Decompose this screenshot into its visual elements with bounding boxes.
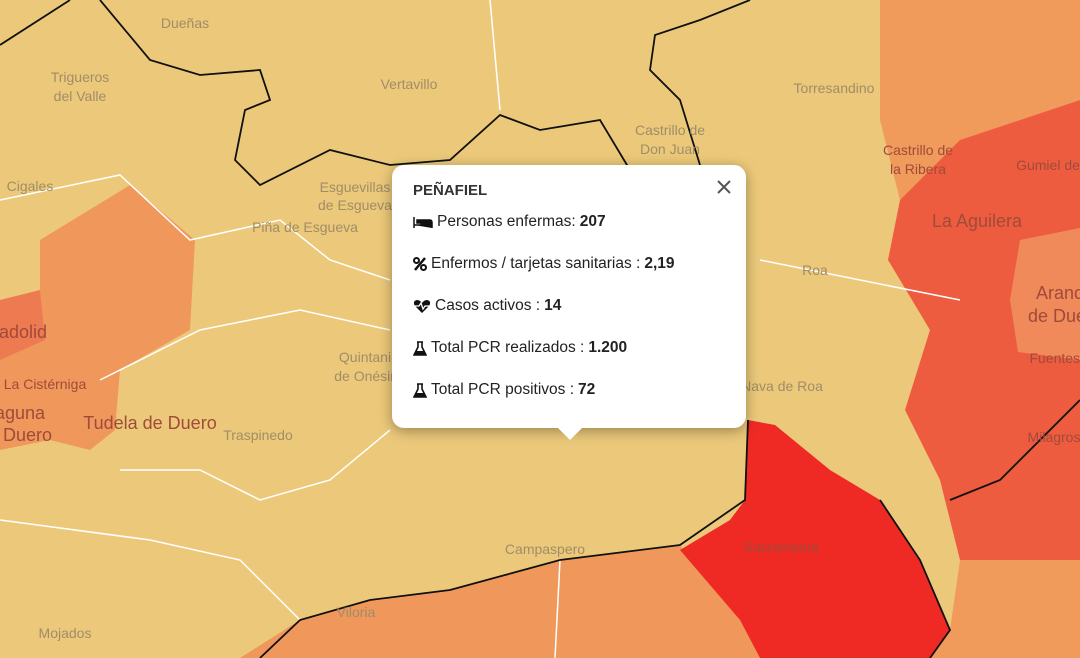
place-label: Traspinedo — [223, 427, 293, 443]
region — [680, 420, 950, 658]
label-line: Castrillo de — [635, 122, 705, 138]
place-label: Quintanilla de Onésimo — [334, 349, 410, 384]
label-line: La Cistérniga — [4, 376, 87, 392]
label-line: Valladolid — [0, 322, 47, 342]
flask-icon — [413, 383, 427, 398]
region — [880, 0, 1080, 200]
place-label: Milagros — [1028, 429, 1080, 445]
popup-title: PEÑAFIEL — [413, 182, 488, 199]
region — [0, 185, 195, 450]
bed-icon — [413, 217, 433, 228]
label-line: Milagros — [1028, 429, 1080, 445]
place-label: Valladolid — [0, 322, 47, 342]
label-line: Piña de Esgueva — [252, 219, 358, 235]
label-line: Nava de Roa — [741, 378, 823, 394]
place-label: Mojados — [39, 625, 92, 641]
field-label: Personas enfermas: — [437, 213, 576, 230]
field-value: 207 — [579, 213, 606, 230]
place-label: La Cistérniga — [4, 376, 87, 392]
field-value: 14 — [544, 297, 562, 314]
label-line: Aranda — [1036, 283, 1080, 303]
field-label: Total PCR realizados : — [431, 339, 585, 356]
percent-icon — [413, 257, 427, 271]
region — [888, 100, 1080, 560]
label-line: de Esgueva — [318, 197, 392, 213]
popup: PEÑAFIEL Personas enfermas: 207 Enfermos … — [392, 165, 746, 440]
popup-field: Total PCR realizados :1.200 — [413, 339, 725, 381]
place-label: Dueñas — [161, 15, 209, 31]
place-label: Nava de Roa — [741, 378, 823, 394]
label-line: Gumiel de — [1016, 157, 1080, 173]
place-label: Vertavillo — [381, 76, 438, 92]
region — [0, 290, 45, 360]
field-value: 1.200 — [588, 339, 628, 356]
label-line: Torresandino — [794, 80, 875, 96]
region — [240, 545, 760, 658]
label-line: de Onésimo — [334, 368, 410, 384]
label-line: Sacramenia — [744, 539, 819, 555]
label-line: Vertavillo — [381, 76, 438, 92]
flask-icon — [413, 341, 427, 356]
label-line: de Duero — [1028, 306, 1080, 326]
label-line: Castrillo de — [883, 142, 953, 158]
place-label: La Aguilera — [932, 211, 1023, 231]
place-label: Trigueros del Valle — [51, 69, 110, 104]
label-line: Laguna — [0, 403, 46, 423]
label-line: Mojados — [39, 625, 92, 641]
popup-field: Enfermos / tarjetas sanitarias :2,19 — [413, 255, 725, 297]
place-label: Torresandino — [794, 80, 875, 96]
popup-tail — [558, 428, 582, 440]
popup-field: Casos activos :14 — [413, 297, 725, 339]
label-line: La Aguilera — [932, 211, 1023, 231]
field-label: Enfermos / tarjetas sanitarias : — [431, 255, 641, 272]
field-value: 2,19 — [644, 255, 675, 272]
place-label: Campaspero — [505, 541, 585, 557]
label-line: Traspinedo — [223, 427, 293, 443]
heartbeat-icon — [413, 300, 431, 313]
label-line: Trigueros — [51, 69, 110, 85]
place-label: Castrillo de la Ribera — [883, 142, 953, 177]
label-line: Viloria — [337, 604, 376, 620]
municipal-borders — [0, 0, 961, 658]
place-label: Cigales — [7, 178, 54, 194]
place-label: Sacramenia — [744, 539, 819, 555]
label-line: del Valle — [54, 88, 107, 104]
label-line: Roa — [802, 262, 828, 278]
field-value: 72 — [578, 381, 596, 398]
label-line: de Duero — [0, 425, 52, 445]
field-label: Casos activos : — [435, 297, 541, 314]
field-label: Total PCR positivos : — [431, 381, 574, 398]
popup-field: Personas enfermas: 207 — [413, 213, 725, 255]
popup-field: Total PCR positivos :72 — [413, 381, 725, 423]
label-line: Esguevillas — [320, 179, 391, 195]
place-label: Viloria — [337, 604, 376, 620]
label-line: Campaspero — [505, 541, 585, 557]
region — [930, 560, 1080, 658]
place-label: Castrillo de Don Juan — [635, 122, 705, 157]
label-line: Fuentespina — [1029, 350, 1080, 366]
label-line: Don Juan — [640, 141, 700, 157]
place-label: Piña de Esgueva — [252, 219, 358, 235]
label-line: Tudela de Duero — [83, 413, 216, 433]
region — [1010, 228, 1080, 360]
place-label: Fuentespina — [1029, 350, 1080, 366]
place-label: Esguevillas de Esgueva — [318, 179, 392, 213]
place-label: Gumiel de — [1016, 157, 1080, 173]
place-label: Tudela de Duero — [83, 413, 216, 433]
place-label: Roa — [802, 262, 828, 278]
place-label: Lagunade Duero — [0, 403, 52, 445]
close-button[interactable] — [716, 179, 732, 195]
label-line: Dueñas — [161, 15, 209, 31]
label-line: Cigales — [7, 178, 54, 194]
label-line: Quintanilla — [339, 349, 405, 365]
place-label: Aranda de Duero — [1028, 283, 1080, 326]
label-line: la Ribera — [890, 161, 946, 177]
